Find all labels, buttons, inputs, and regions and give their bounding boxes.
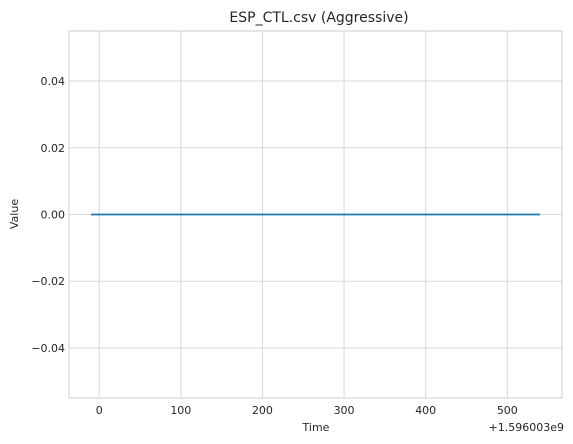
x-axis-label: Time bbox=[302, 421, 330, 434]
plot-frame bbox=[68, 30, 563, 399]
x-tick-label: 100 bbox=[170, 404, 191, 417]
tick-layer: 0 100 200 300 400 500 −0.04 −0.02 0.00 0.02 0.04 bbox=[31, 75, 518, 417]
x-tick-label: 500 bbox=[497, 404, 518, 417]
y-tick-label: −0.04 bbox=[31, 342, 65, 355]
x-tick-label: 0 bbox=[96, 404, 103, 417]
y-tick-label: −0.02 bbox=[31, 275, 65, 288]
y-axis-label: Value bbox=[8, 199, 21, 229]
y-tick-label: 0.00 bbox=[41, 209, 66, 222]
chart-title: ESP_CTL.csv (Aggressive) bbox=[229, 10, 408, 26]
x-tick-label: 400 bbox=[415, 404, 436, 417]
y-tick-label: 0.02 bbox=[41, 142, 66, 155]
x-tick-label: 300 bbox=[334, 404, 355, 417]
x-tick-label: 200 bbox=[252, 404, 273, 417]
y-tick-label: 0.04 bbox=[41, 75, 66, 88]
x-offset-label: +1.596003e9 bbox=[489, 421, 564, 434]
